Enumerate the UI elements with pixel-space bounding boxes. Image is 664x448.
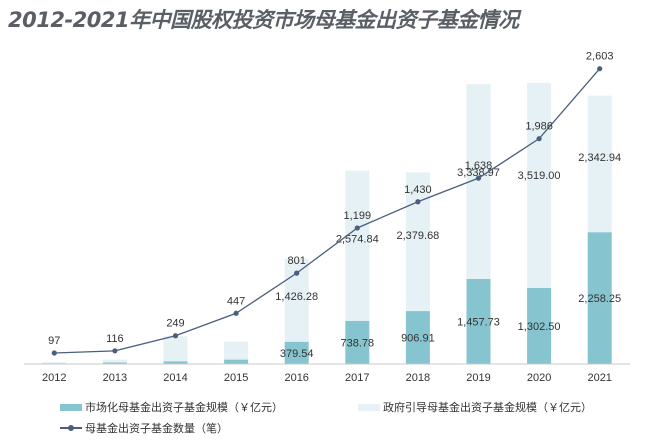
data-label-gov-2019: 3,338.97 <box>457 167 500 179</box>
bar-gov-2017 <box>345 170 370 321</box>
x-tick-label-2018: 2018 <box>406 372 430 384</box>
count-label-2021: 2,603 <box>586 51 614 63</box>
count-point-2015 <box>233 310 239 316</box>
count-point-2013 <box>112 348 118 354</box>
data-label-market-2016: 379.54 <box>280 348 314 360</box>
bar-gov-2013 <box>102 359 127 363</box>
legend-label-market: 市场化母基金出资子基金规模（￥亿元） <box>85 401 283 414</box>
count-label-2013: 116 <box>106 333 124 345</box>
legend-label-count: 母基金出资子基金数量（笔） <box>85 422 228 435</box>
x-tick-label-2015: 2015 <box>224 372 248 384</box>
data-label-gov-2016: 1,426.28 <box>275 291 318 303</box>
bar-market-2020 <box>527 288 552 364</box>
x-tick-label-2013: 2013 <box>103 372 127 384</box>
x-tick-label-2014: 2014 <box>163 372 187 384</box>
count-label-2017: 1,199 <box>344 210 372 222</box>
bar-gov-2021 <box>587 95 612 233</box>
data-label-market-2018: 906.91 <box>401 333 435 345</box>
bar-market-2017 <box>345 320 370 364</box>
x-tick-label-2020: 2020 <box>527 372 551 384</box>
count-line <box>54 68 601 354</box>
bar-gov-2020 <box>527 82 552 289</box>
bar-gov-2014 <box>163 336 188 362</box>
chart-canvas: 2012 2013 2014 20151,426.28379.5420162,574.… <box>24 51 630 384</box>
data-label-gov-2020: 3,519.00 <box>518 170 561 182</box>
count-label-2014: 249 <box>166 318 184 330</box>
legend-item-market: 市场化母基金出资子基金规模（￥亿元） <box>60 399 283 415</box>
legend-swatch-market <box>60 403 82 411</box>
count-point-2018 <box>415 199 421 205</box>
x-tick-label-2016: 2016 <box>284 372 308 384</box>
data-label-gov-2018: 2,379.68 <box>396 230 439 242</box>
count-point-2020 <box>536 136 542 142</box>
bar-market-2014 <box>163 361 188 364</box>
legend-swatch-count <box>60 423 82 433</box>
bar-market-2015 <box>224 359 249 364</box>
bar-gov-2015 <box>224 341 249 360</box>
count-point-2012 <box>51 350 57 356</box>
legend-item-count: 母基金出资子基金数量（笔） <box>60 420 228 436</box>
bar-gov-2012 <box>42 362 67 364</box>
x-tick-label-2021: 2021 <box>587 372 611 384</box>
chart-title: 2012-2021年中国股权投资市场母基金出资子基金情况 <box>8 8 519 32</box>
data-label-gov-2021: 2,342.94 <box>578 152 621 164</box>
legend-label-gov: 政府引导母基金出资子基金规模（￥亿元） <box>383 401 592 414</box>
data-label-market-2019: 1,457.73 <box>457 316 500 328</box>
x-tick-label-2012: 2012 <box>42 372 66 384</box>
bar-market-2021 <box>587 232 612 364</box>
count-label-2015: 447 <box>227 295 245 307</box>
bar-market-2016 <box>284 341 309 364</box>
count-point-2014 <box>172 333 179 339</box>
count-point-2016 <box>294 270 300 276</box>
chart-legend: 市场化母基金出资子基金规模（￥亿元） 政府引导母基金出资子基金规模（￥亿元） 母… <box>40 396 640 440</box>
count-point-2019 <box>475 175 482 181</box>
count-label-2012: 97 <box>48 335 60 347</box>
count-label-2016: 801 <box>288 255 306 267</box>
legend-swatch-gov <box>358 403 380 411</box>
count-label-2018: 1,430 <box>404 184 432 196</box>
bar-market-2013 <box>102 362 127 364</box>
bar-market-2019 <box>466 278 491 364</box>
bar-gov-2018 <box>405 172 430 312</box>
x-tick-label-2019: 2019 <box>466 372 490 384</box>
bar-market-2018 <box>405 311 430 364</box>
count-point-2021 <box>597 66 603 72</box>
data-label-market-2020: 1,302.50 <box>518 321 561 333</box>
legend-item-gov: 政府引导母基金出资子基金规模（￥亿元） <box>358 399 592 415</box>
count-label-2019: 1,638 <box>465 160 493 172</box>
data-label-market-2017: 738.78 <box>340 337 374 349</box>
data-label-market-2021: 2,258.25 <box>578 293 621 305</box>
count-label-2020: 1,986 <box>525 121 553 133</box>
x-tick-label-2017: 2017 <box>345 372 369 384</box>
count-point-2017 <box>354 225 360 231</box>
